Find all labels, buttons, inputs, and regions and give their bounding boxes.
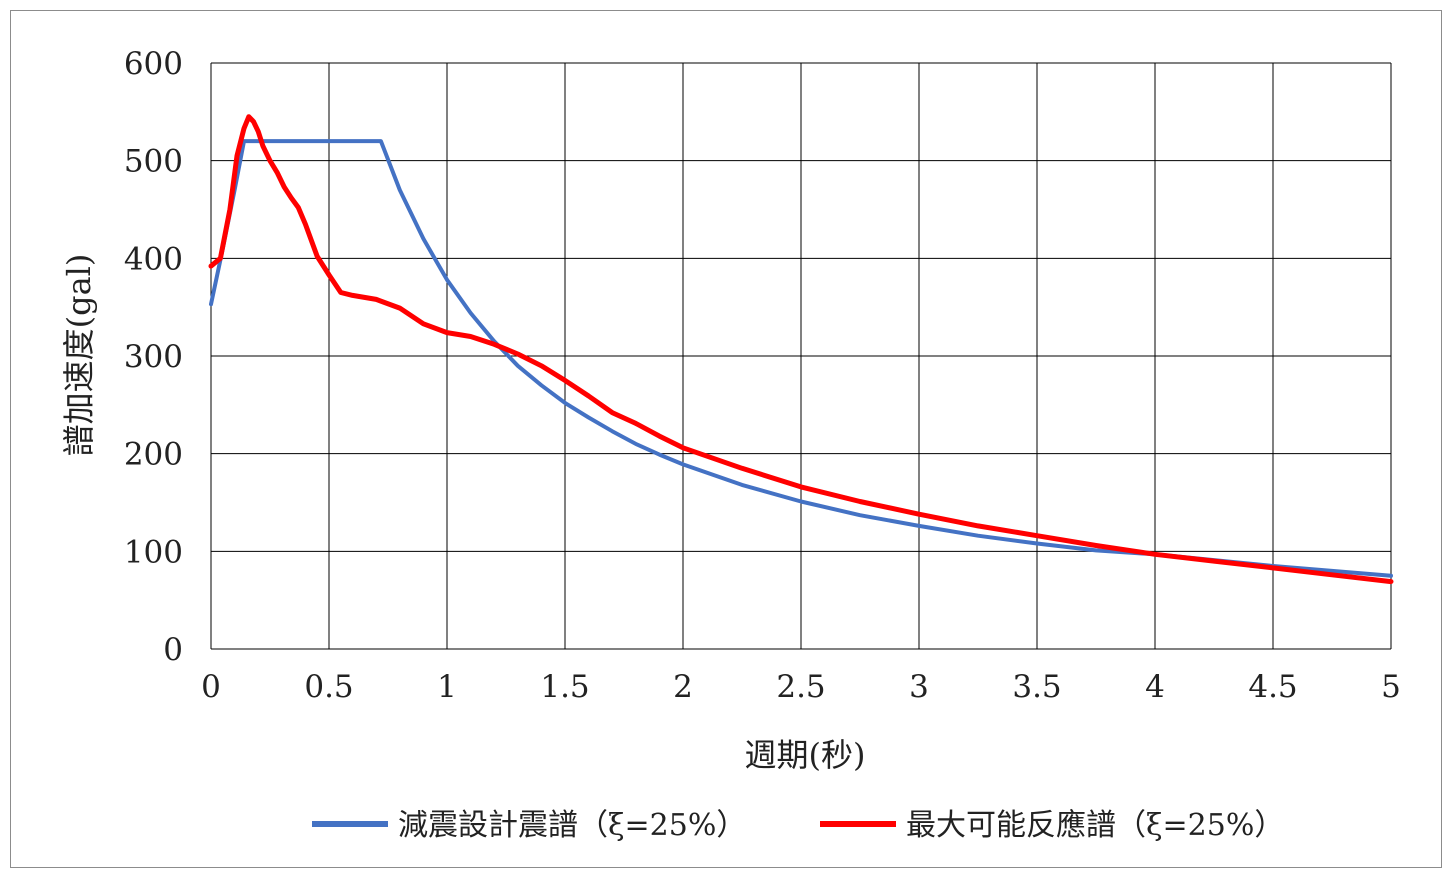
y-tick-label-2: 200 (124, 437, 183, 473)
y-tick-label-3: 300 (124, 339, 183, 375)
series-line-1 (208, 114, 1394, 585)
y-tick-label-4: 400 (124, 241, 183, 277)
legend: 減震設計震譜（ξ=25%） 最大可能反應譜（ξ=25%） (312, 808, 1284, 843)
legend-label-max-response: 最大可能反應譜（ξ=25%） (906, 808, 1284, 843)
grid (210, 62, 1392, 650)
x-tick-label-0: 0 (201, 669, 221, 705)
y-axis-ticks: 0 100 200 300 400 500 600 (124, 46, 183, 668)
y-tick-label-5: 500 (124, 144, 183, 180)
chart-frame (10, 10, 1442, 868)
x-tick-label-9: 4.5 (1248, 669, 1297, 705)
x-tick-label-6: 3 (909, 669, 929, 705)
x-tick-label-8: 4 (1145, 669, 1165, 705)
y-tick-label-0: 0 (163, 632, 183, 668)
y-axis-title: 譜加速度(gal) (60, 254, 98, 457)
y-tick-label-6: 600 (124, 46, 183, 82)
series-lines (208, 114, 1394, 585)
x-tick-label-10: 5 (1381, 669, 1401, 705)
x-tick-label-2: 1 (437, 669, 457, 705)
y-tick-label-1: 100 (124, 534, 183, 570)
x-axis-title: 週期(秒) (745, 736, 866, 774)
x-tick-label-5: 2.5 (776, 669, 825, 705)
x-tick-label-7: 3.5 (1012, 669, 1061, 705)
x-tick-label-3: 1.5 (540, 669, 589, 705)
series-line-0 (209, 139, 1393, 578)
x-axis-ticks: 0 0.5 1 1.5 2 2.5 3 3.5 4 4.5 5 (201, 669, 1401, 705)
x-tick-label-1: 0.5 (304, 669, 353, 705)
legend-label-design: 減震設計震譜（ξ=25%） (398, 808, 746, 843)
x-tick-label-4: 2 (673, 669, 693, 705)
